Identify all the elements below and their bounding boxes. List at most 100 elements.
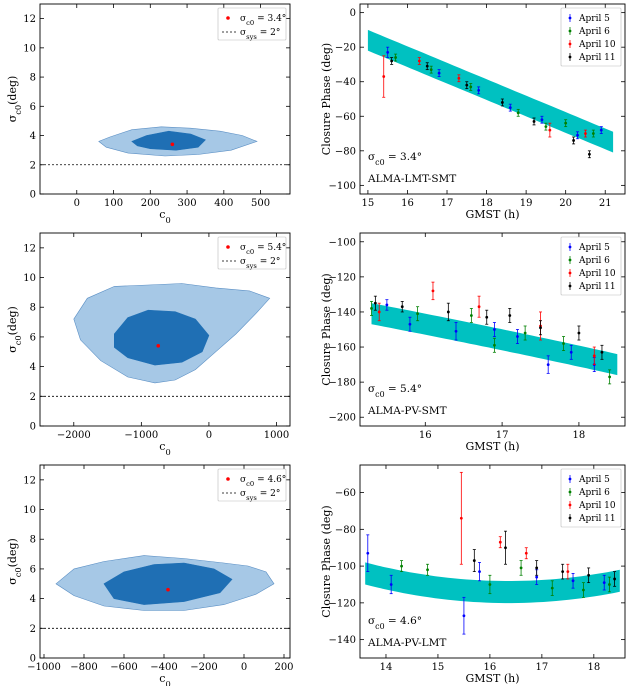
y-tick-label: −120: [329, 272, 356, 283]
y-tick-label: 8: [30, 73, 36, 84]
y-tick-label: −200: [329, 413, 356, 424]
x-tick-label: 100: [104, 198, 123, 209]
x-axis-label: GMST (h): [465, 208, 519, 221]
x-tick-label: 0: [74, 198, 80, 209]
plot-area: [40, 126, 290, 166]
legend-label: April 6: [578, 256, 610, 266]
data-point: [465, 83, 469, 87]
y-tick-label: −140: [329, 635, 356, 646]
series-april-11: [390, 57, 591, 159]
x-tick-label: 16: [484, 662, 497, 673]
legend: σc0 = 3.4°σsys = 2°: [217, 7, 286, 41]
data-point: [498, 540, 502, 544]
panel-5: −1000 −800 −600 −400 −200 0 200 0 2 4 6 8 10 12 c0 σc0(…: [6, 464, 294, 686]
x-tick-label: 0: [206, 430, 212, 441]
best-fit-point: [156, 344, 161, 348]
x-tick-label: 200: [274, 662, 293, 673]
data-point: [382, 75, 386, 78]
baseline-label: ALMA-PV-SMT: [367, 405, 447, 417]
x-tick-label: 200: [141, 198, 160, 209]
legend-label: σc0 = 3.4°: [240, 14, 286, 27]
x-axis-label: GMST (h): [465, 440, 519, 453]
data-point: [535, 575, 539, 579]
data-point: [608, 375, 612, 379]
legend-marker-dot: [568, 55, 572, 59]
data-point: [469, 314, 473, 317]
data-point: [389, 583, 393, 586]
data-point: [591, 132, 595, 135]
data-point: [477, 88, 481, 92]
data-point: [425, 64, 429, 68]
data-point: [400, 305, 404, 309]
y-tick-label: −20: [335, 43, 356, 54]
data-point: [535, 566, 539, 570]
series-april-5: [386, 46, 603, 140]
data-point: [416, 312, 420, 316]
legend-marker-dot: [568, 245, 572, 249]
y-tick-label: 4: [30, 131, 36, 142]
baseline-label: ALMA-PV-LMT: [367, 637, 446, 649]
x-axis-label: c0: [159, 672, 170, 686]
panel-1: 0 100 200 300 400 500 0 2 4 6 8 10 12 c0 σc0(deg) σc0 =…: [6, 3, 291, 225]
y-tick-label: 0: [30, 654, 36, 665]
series-april-6: [394, 53, 595, 138]
data-point: [599, 128, 603, 132]
y-tick-label: 6: [30, 332, 36, 343]
x-tick-label: 18: [480, 198, 493, 209]
y-tick-label: 12: [23, 475, 36, 486]
data-point: [548, 128, 552, 132]
x-tick-label: 15: [362, 198, 375, 209]
data-point: [457, 76, 461, 80]
x-tick-label: 1000: [264, 430, 289, 441]
data-point: [400, 564, 403, 568]
y-tick-label: −100: [329, 181, 356, 192]
x-tick-label: −800: [70, 662, 97, 673]
y-tick-label: 0: [350, 8, 356, 19]
x-tick-label: 16: [401, 198, 414, 209]
data-point: [592, 354, 596, 358]
x-tick-label: 17: [535, 662, 548, 673]
x-tick-label: 14: [380, 662, 393, 673]
data-point: [587, 573, 591, 577]
x-tick-label: −1000: [27, 662, 61, 673]
data-point: [493, 343, 496, 347]
data-point: [569, 350, 573, 354]
y-tick-label: −60: [335, 488, 356, 499]
axes-frame: [359, 3, 626, 195]
y-tick-label: −40: [335, 77, 356, 88]
legend-marker-dot: [568, 258, 572, 262]
data-point: [577, 331, 581, 335]
data-point: [546, 363, 550, 366]
data-point: [472, 559, 476, 562]
data-point: [488, 583, 492, 586]
legend-label: April 6: [578, 27, 610, 37]
data-point: [426, 568, 429, 572]
legend-label: April 5: [578, 14, 610, 24]
x-axis-label: GMST (h): [465, 672, 519, 685]
data-point: [493, 328, 496, 331]
data-point: [446, 310, 450, 314]
y-axis-label: σc0(deg): [6, 76, 23, 123]
data-point: [608, 583, 611, 586]
y-axis-label: σc0(deg): [6, 306, 23, 353]
x-tick-label: −200: [190, 662, 217, 673]
axes-frame: [359, 464, 626, 659]
y-tick-label: −100: [329, 562, 356, 573]
data-point: [478, 570, 481, 574]
data-point: [462, 614, 466, 618]
data-point: [588, 152, 591, 156]
plot-area: [40, 283, 290, 397]
y-tick-label: 0: [30, 422, 36, 433]
x-tick-label: 17: [441, 198, 454, 209]
legend-label: April 11: [578, 53, 616, 63]
legend-marker-dot: [568, 284, 572, 288]
legend-marker-dot: [568, 29, 572, 33]
y-tick-label: −160: [329, 343, 356, 354]
legend: April 5 April 6 April 10 April 11: [560, 468, 622, 528]
model-band: [367, 29, 614, 153]
legend-marker-best-fit: [226, 477, 230, 481]
model-band: [365, 562, 620, 604]
data-point: [408, 322, 412, 326]
data-point: [429, 68, 433, 72]
